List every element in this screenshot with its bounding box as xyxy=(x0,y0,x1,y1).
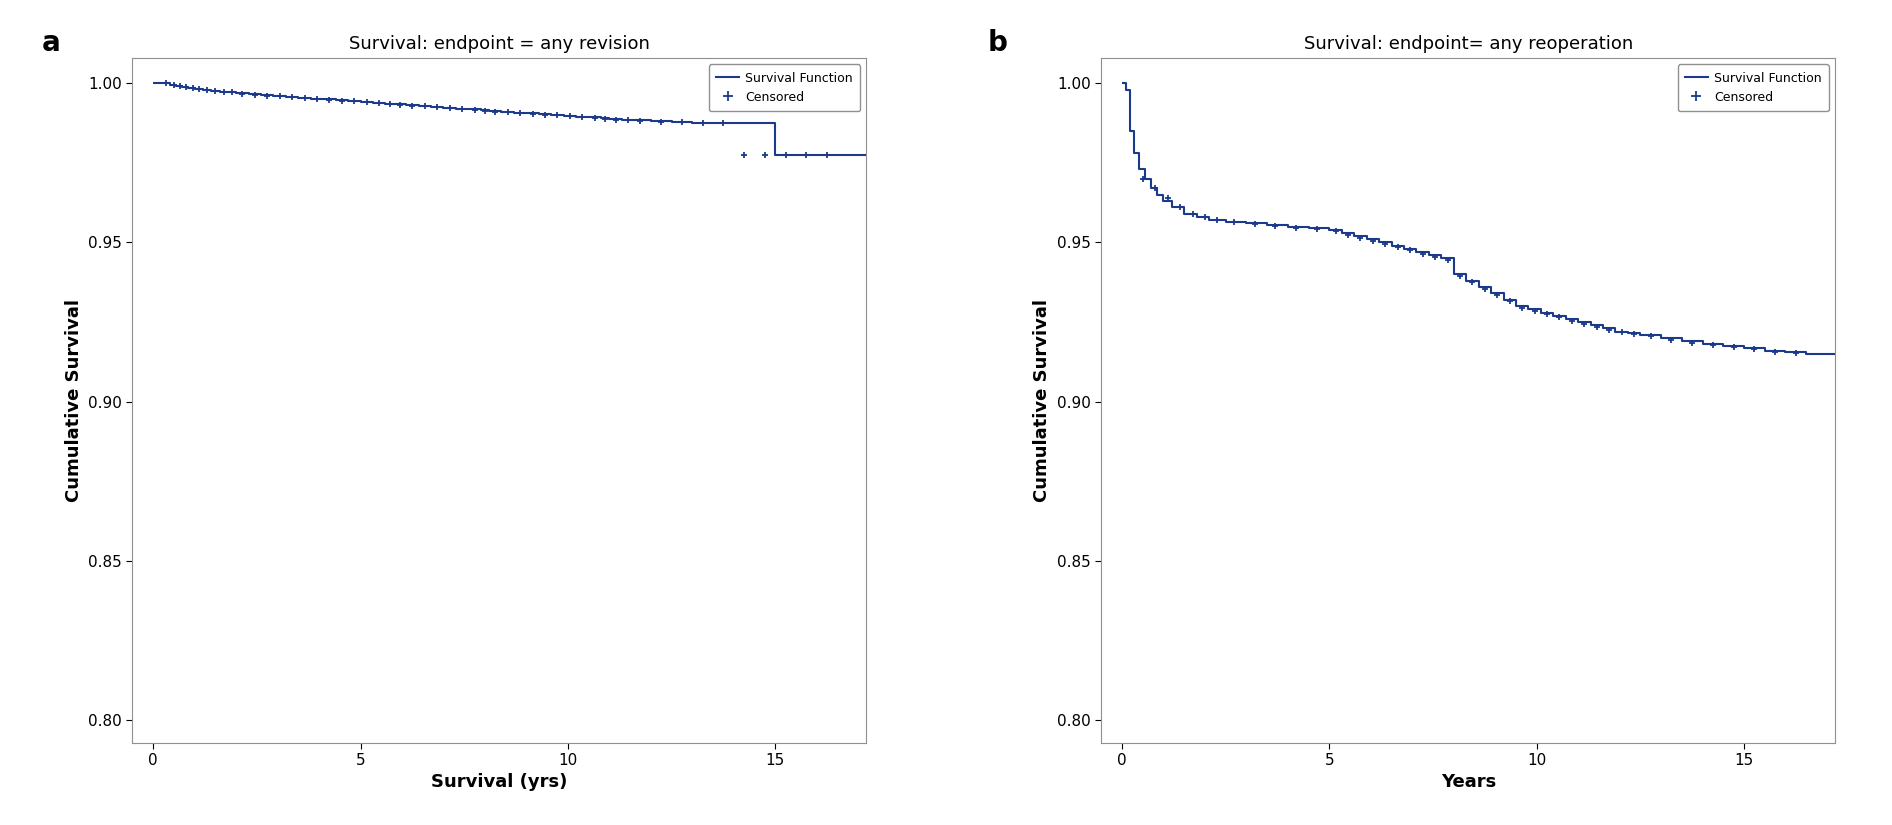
Censored xyxy=(1610,328,1633,337)
Censored xyxy=(1512,303,1534,313)
Text: b: b xyxy=(988,29,1008,57)
Title: Survival: endpoint = any revision: Survival: endpoint = any revision xyxy=(348,35,649,54)
Survival Function xyxy=(1118,85,1141,95)
Censored xyxy=(1485,290,1508,300)
Legend: Survival Function, Censored: Survival Function, Censored xyxy=(1678,64,1830,111)
Censored xyxy=(484,106,507,116)
Line: Survival Function: Survival Function xyxy=(153,83,867,155)
Censored xyxy=(1264,221,1287,231)
Censored xyxy=(1461,277,1483,287)
Survival Function xyxy=(855,150,878,160)
Censored xyxy=(1324,226,1347,236)
Censored xyxy=(280,92,303,102)
Survival Function xyxy=(1824,349,1847,359)
Title: Survival: endpoint= any reoperation: Survival: endpoint= any reoperation xyxy=(1304,35,1633,54)
Censored xyxy=(1523,306,1546,316)
Survival Function xyxy=(1775,346,1797,356)
Censored xyxy=(1722,342,1744,351)
Censored xyxy=(1374,239,1396,249)
Survival Function xyxy=(1712,341,1735,351)
Survival Function xyxy=(764,150,787,160)
Censored xyxy=(1659,335,1682,345)
Censored xyxy=(1305,224,1328,234)
Censored xyxy=(1411,248,1434,258)
Censored xyxy=(1701,340,1724,350)
Censored xyxy=(1243,219,1266,229)
Censored xyxy=(1222,218,1245,228)
Censored xyxy=(1398,246,1421,256)
Censored xyxy=(1205,215,1228,225)
Survival Function xyxy=(1111,78,1133,88)
Censored xyxy=(1498,296,1521,306)
Censored xyxy=(1436,255,1459,265)
Y-axis label: Cumulative Survival: Cumulative Survival xyxy=(64,299,83,502)
Censored xyxy=(1285,223,1307,233)
Censored xyxy=(473,106,496,116)
Censored xyxy=(1169,202,1192,212)
Censored xyxy=(732,150,755,160)
X-axis label: Survival (yrs): Survival (yrs) xyxy=(431,774,568,791)
Survival Function xyxy=(1256,220,1279,230)
Text: a: a xyxy=(42,29,61,57)
Censored xyxy=(155,78,178,88)
Censored xyxy=(1561,315,1584,325)
Censored xyxy=(1784,348,1807,358)
Censored xyxy=(1449,271,1472,281)
Censored xyxy=(1623,329,1646,339)
Censored xyxy=(1743,344,1765,354)
Survival Function xyxy=(1215,217,1237,227)
Survival Function xyxy=(1417,247,1440,257)
Survival Function xyxy=(288,92,310,102)
Censored xyxy=(1349,233,1372,243)
Censored xyxy=(1336,229,1358,239)
Line: Survival Function: Survival Function xyxy=(1122,83,1835,354)
Survival Function xyxy=(827,150,850,160)
Censored xyxy=(1572,318,1595,328)
Censored xyxy=(1536,309,1559,319)
Survival Function xyxy=(420,101,443,111)
Censored xyxy=(1181,209,1203,219)
Censored xyxy=(1194,212,1217,222)
Censored xyxy=(1387,243,1410,252)
Censored xyxy=(1680,338,1703,348)
Censored xyxy=(1638,332,1661,342)
Y-axis label: Cumulative Survival: Cumulative Survival xyxy=(1033,299,1052,502)
X-axis label: Years: Years xyxy=(1440,774,1497,791)
Censored xyxy=(1548,313,1570,323)
Censored xyxy=(1425,252,1447,262)
Survival Function xyxy=(785,150,808,160)
Survival Function xyxy=(1796,349,1818,359)
Censored xyxy=(509,108,532,118)
Survival Function xyxy=(142,78,165,88)
Censored xyxy=(691,118,713,128)
Line: Censored: Censored xyxy=(163,80,831,158)
Censored xyxy=(1145,183,1167,193)
Censored xyxy=(1362,236,1385,246)
Survival Function xyxy=(395,101,418,111)
Censored xyxy=(815,150,838,160)
Censored xyxy=(1599,325,1621,335)
Censored xyxy=(594,114,617,124)
Censored xyxy=(1131,174,1154,184)
Censored xyxy=(1763,346,1786,356)
Survival Function xyxy=(566,111,588,120)
Censored xyxy=(1474,284,1497,294)
Line: Censored: Censored xyxy=(1139,175,1799,356)
Legend: Survival Function, Censored: Survival Function, Censored xyxy=(710,64,861,111)
Censored xyxy=(1585,322,1608,332)
Censored xyxy=(1156,193,1179,203)
